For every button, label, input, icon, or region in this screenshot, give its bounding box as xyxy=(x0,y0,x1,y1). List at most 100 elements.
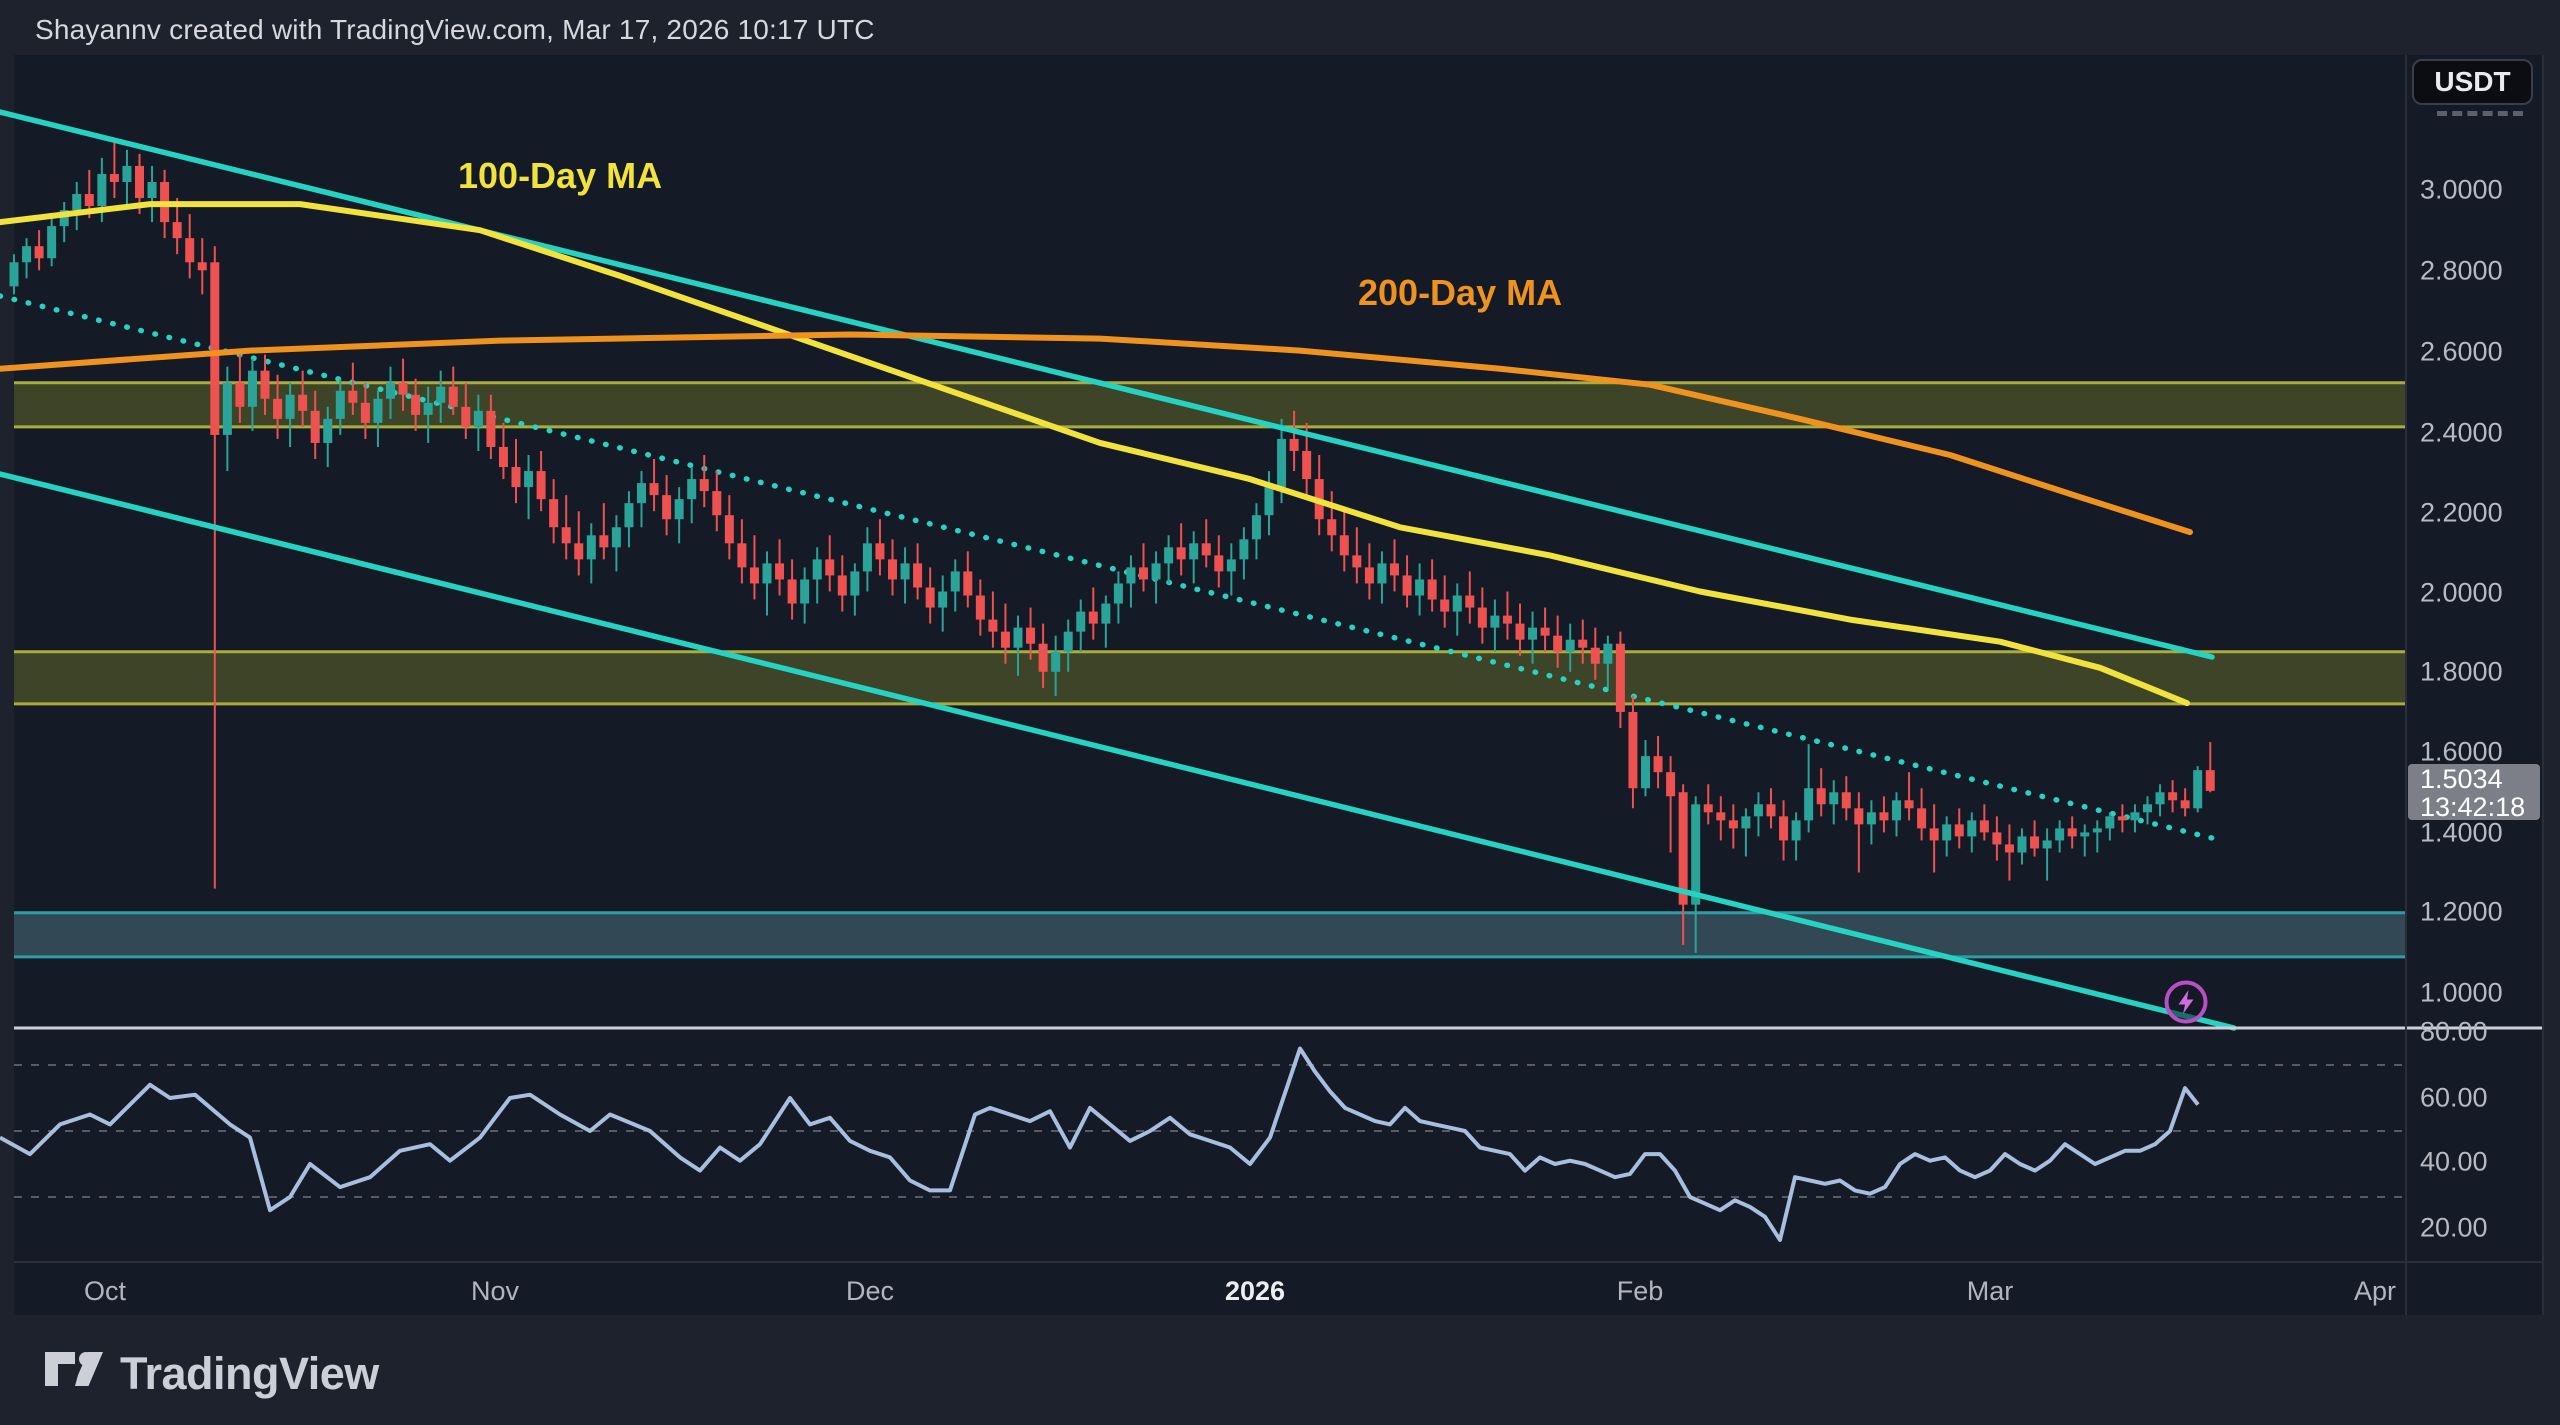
candle-body xyxy=(1603,643,1613,664)
100-day-ma-line xyxy=(0,201,2190,707)
main-chart-plot-area[interactable] xyxy=(14,55,2406,1028)
candle-body xyxy=(1515,623,1525,640)
candle-body xyxy=(1013,627,1023,648)
candle-body xyxy=(97,173,107,207)
dotted-trendline-layer xyxy=(0,293,2215,841)
candle-body xyxy=(1653,756,1663,773)
candle-body xyxy=(1703,804,1713,813)
bar-close-countdown: 13:42:18 xyxy=(2420,792,2526,822)
candle-body xyxy=(649,483,659,496)
200-day-ma-line xyxy=(0,331,2193,536)
candle-body xyxy=(1666,772,1676,797)
last-price-badge: 1.5034 13:42:18 xyxy=(2408,764,2540,822)
ma200-annotation-label: 200-Day MA xyxy=(1358,272,1563,313)
candle-body xyxy=(662,495,672,520)
price-tick-label: 2.0000 xyxy=(2420,577,2503,608)
candle-body xyxy=(222,382,232,435)
rsi-pane xyxy=(0,1046,2406,1242)
candle-body xyxy=(122,165,132,182)
candle-body xyxy=(1528,627,1538,640)
candle-body xyxy=(486,410,496,447)
candle-body xyxy=(285,394,295,419)
candle-body xyxy=(737,543,747,568)
tradingview-logo[interactable]: TradingView xyxy=(44,1348,379,1400)
candle-body xyxy=(1892,800,1901,821)
support-zone-low xyxy=(14,912,2406,957)
candle-body xyxy=(2017,836,2027,853)
candle-body xyxy=(1364,567,1374,584)
candle-body xyxy=(436,386,446,403)
candle-body xyxy=(1540,627,1550,636)
candle-body xyxy=(1716,812,1726,821)
candle-body xyxy=(1076,611,1086,632)
candle-body xyxy=(1126,567,1136,584)
candle-body xyxy=(900,563,910,580)
candle-body xyxy=(1553,635,1563,652)
candle-body xyxy=(1051,651,1061,672)
candle-body xyxy=(1101,603,1111,624)
candle-body xyxy=(1352,555,1362,568)
candle-body xyxy=(611,527,621,548)
candle-body xyxy=(1377,563,1387,584)
candle-body xyxy=(1766,804,1776,817)
candle-body xyxy=(1578,639,1588,648)
candle-body xyxy=(1641,756,1650,789)
lightning-icon xyxy=(2164,980,2208,1024)
candle-body xyxy=(888,559,897,580)
candle-body xyxy=(210,262,220,435)
price-tick-label: 40.00 xyxy=(2420,1146,2488,1177)
candle-body xyxy=(1816,788,1826,805)
candle-body xyxy=(749,567,759,584)
candle-body xyxy=(448,386,458,407)
time-tick-label: Mar xyxy=(1966,1276,2014,1306)
candle-body xyxy=(398,382,408,395)
candle-body xyxy=(586,535,596,560)
candle-body xyxy=(511,467,521,488)
candle-body xyxy=(135,165,144,199)
attribution-text: Shayannv created with TradingView.com, M… xyxy=(35,14,875,45)
candle-body xyxy=(1176,547,1186,560)
candle-body xyxy=(235,382,245,407)
candle-body xyxy=(498,446,508,468)
candle-body xyxy=(1791,820,1801,841)
price-tick-label: 1.0000 xyxy=(2420,977,2503,1008)
price-tick-label: 3.0000 xyxy=(2420,174,2503,205)
candle-body xyxy=(1000,631,1010,648)
lightning-boost-button[interactable] xyxy=(2163,979,2209,1025)
time-tick-label: Dec xyxy=(845,1276,895,1306)
candle-body xyxy=(1415,579,1425,596)
candle-body xyxy=(1678,792,1688,905)
candle-body xyxy=(988,619,998,632)
candle-body xyxy=(1139,567,1148,580)
candle-body xyxy=(536,471,546,500)
candle-body xyxy=(9,262,19,287)
candle-body xyxy=(1201,543,1211,556)
candle-body xyxy=(411,394,421,415)
candle-body xyxy=(712,491,722,516)
candle-body xyxy=(1841,792,1851,809)
candle-body xyxy=(84,194,94,207)
candle-body xyxy=(2080,832,2090,837)
price-tick-label: 1.8000 xyxy=(2420,656,2503,687)
last-price-value: 1.5034 xyxy=(2420,764,2503,794)
candle-body xyxy=(724,515,734,544)
quote-currency-badge: USDT xyxy=(2412,59,2533,105)
candle-body xyxy=(348,390,358,403)
candle-body xyxy=(461,406,471,427)
tradingview-logo-text: TradingView xyxy=(120,1348,379,1399)
candle-body xyxy=(1264,487,1274,516)
rsi-plot-area[interactable] xyxy=(14,1031,2406,1261)
candle-body xyxy=(875,543,885,560)
candle-body xyxy=(938,591,948,608)
candle-body xyxy=(975,595,985,620)
candle-body xyxy=(1226,559,1236,572)
ma100-annotation-label: 100-Day MA xyxy=(458,155,663,196)
candle-body xyxy=(913,563,923,588)
candle-body xyxy=(1440,599,1450,612)
candle-body xyxy=(1251,515,1261,540)
time-tick-label: 2026 xyxy=(1224,1276,1286,1306)
candle-body xyxy=(1804,788,1814,821)
candle-body xyxy=(47,226,57,259)
price-tick-label: 2.6000 xyxy=(2420,336,2503,367)
